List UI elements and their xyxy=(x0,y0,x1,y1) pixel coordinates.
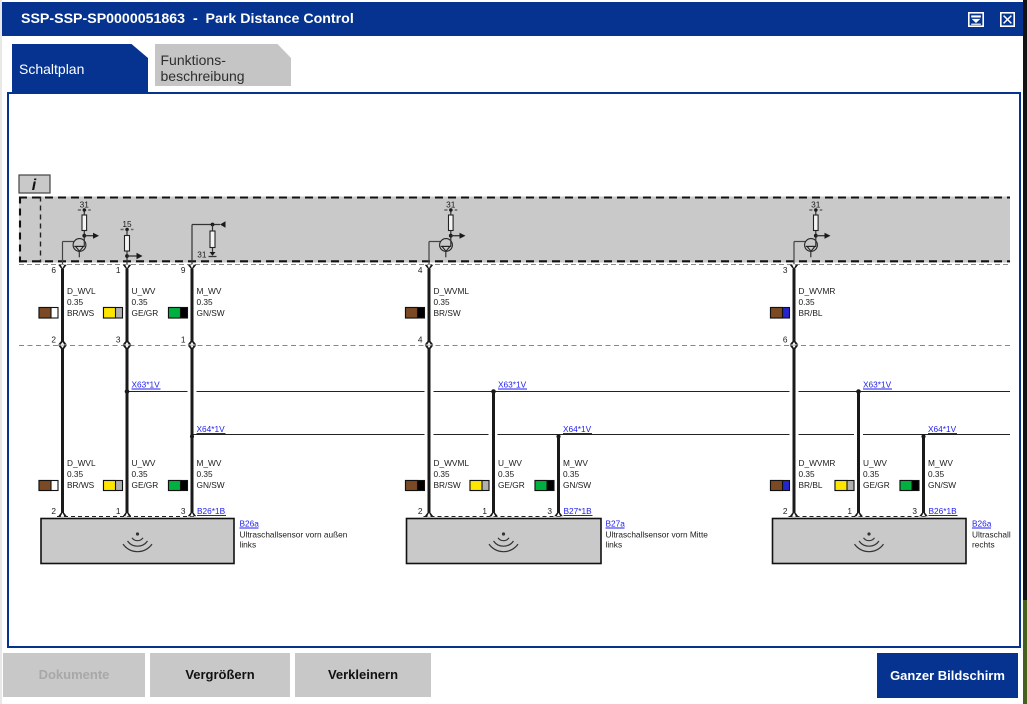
svg-text:2: 2 xyxy=(51,506,56,516)
svg-text:X63*1V: X63*1V xyxy=(498,380,527,390)
svg-text:D_WVMR: D_WVMR xyxy=(799,286,836,296)
svg-text:U_WV: U_WV xyxy=(498,458,522,468)
svg-text:0.35: 0.35 xyxy=(132,297,149,307)
svg-text:0.35: 0.35 xyxy=(863,469,880,479)
svg-text:0.35: 0.35 xyxy=(498,469,515,479)
svg-text:GE/GR: GE/GR xyxy=(132,480,159,490)
svg-text:3: 3 xyxy=(547,506,552,516)
svg-text:X63*1V: X63*1V xyxy=(132,380,161,390)
svg-text:0.35: 0.35 xyxy=(434,469,451,479)
svg-text:15: 15 xyxy=(122,219,132,229)
svg-text:X64*1V: X64*1V xyxy=(197,424,226,434)
svg-text:6: 6 xyxy=(51,265,56,275)
svg-text:D_WVMR: D_WVMR xyxy=(799,458,836,468)
svg-text:Ultraschall: Ultraschall xyxy=(972,530,1011,540)
svg-text:3: 3 xyxy=(116,335,121,345)
svg-text:BR/SW: BR/SW xyxy=(434,480,461,490)
svg-text:D_WVL: D_WVL xyxy=(67,286,96,296)
svg-text:U_WV: U_WV xyxy=(132,286,156,296)
svg-text:X64*1V: X64*1V xyxy=(928,424,957,434)
svg-text:3: 3 xyxy=(912,506,917,516)
svg-text:9: 9 xyxy=(181,265,186,275)
svg-text:B26*1B: B26*1B xyxy=(929,506,958,516)
svg-text:31: 31 xyxy=(811,200,821,210)
svg-text:0.35: 0.35 xyxy=(799,469,816,479)
svg-text:D_WVL: D_WVL xyxy=(67,458,96,468)
svg-text:B26a: B26a xyxy=(240,519,260,529)
svg-text:links: links xyxy=(240,540,257,550)
svg-text:BR/BL: BR/BL xyxy=(799,308,823,318)
svg-text:GN/SW: GN/SW xyxy=(928,480,956,490)
svg-text:0.35: 0.35 xyxy=(67,469,84,479)
svg-text:4: 4 xyxy=(418,265,423,275)
svg-text:Ultraschallsensor vorn außen: Ultraschallsensor vorn außen xyxy=(240,530,348,540)
svg-text:3: 3 xyxy=(181,506,186,516)
svg-text:GE/GR: GE/GR xyxy=(863,480,890,490)
svg-text:links: links xyxy=(606,540,623,550)
svg-text:2: 2 xyxy=(51,335,56,345)
svg-text:0.35: 0.35 xyxy=(67,297,84,307)
svg-text:1: 1 xyxy=(116,265,121,275)
svg-text:0.35: 0.35 xyxy=(197,297,214,307)
svg-text:Ultraschallsensor vorn Mitte: Ultraschallsensor vorn Mitte xyxy=(606,530,709,540)
svg-text:GN/SW: GN/SW xyxy=(563,480,591,490)
svg-text:2: 2 xyxy=(418,506,423,516)
svg-text:1: 1 xyxy=(847,506,852,516)
svg-text:M_WV: M_WV xyxy=(197,458,222,468)
svg-text:X63*1V: X63*1V xyxy=(863,380,892,390)
svg-text:M_WV: M_WV xyxy=(197,286,222,296)
svg-text:B26a: B26a xyxy=(972,519,992,529)
svg-text:D_WVML: D_WVML xyxy=(434,286,470,296)
svg-text:M_WV: M_WV xyxy=(928,458,953,468)
svg-text:BR/BL: BR/BL xyxy=(799,480,823,490)
svg-text:2: 2 xyxy=(783,506,788,516)
svg-text:0.35: 0.35 xyxy=(197,469,214,479)
svg-text:M_WV: M_WV xyxy=(563,458,588,468)
svg-text:GE/GR: GE/GR xyxy=(132,308,159,318)
svg-text:i: i xyxy=(32,177,37,194)
svg-text:BR/WS: BR/WS xyxy=(67,308,95,318)
svg-text:BR/WS: BR/WS xyxy=(67,480,95,490)
svg-text:1: 1 xyxy=(482,506,487,516)
svg-text:0.35: 0.35 xyxy=(434,297,451,307)
svg-text:B27a: B27a xyxy=(606,519,626,529)
svg-text:0.35: 0.35 xyxy=(799,297,816,307)
svg-text:3: 3 xyxy=(783,265,788,275)
svg-text:U_WV: U_WV xyxy=(132,458,156,468)
svg-text:31: 31 xyxy=(446,200,456,210)
svg-text:31: 31 xyxy=(197,250,207,260)
svg-text:0.35: 0.35 xyxy=(563,469,580,479)
svg-text:1: 1 xyxy=(181,335,186,345)
svg-text:GE/GR: GE/GR xyxy=(498,480,525,490)
svg-text:0.35: 0.35 xyxy=(132,469,149,479)
svg-text:31: 31 xyxy=(80,200,90,210)
svg-text:B27*1B: B27*1B xyxy=(564,506,593,516)
svg-text:GN/SW: GN/SW xyxy=(197,308,225,318)
svg-text:4: 4 xyxy=(418,335,423,345)
svg-text:rechts: rechts xyxy=(972,540,995,550)
svg-text:0.35: 0.35 xyxy=(928,469,945,479)
svg-text:GN/SW: GN/SW xyxy=(197,480,225,490)
svg-text:U_WV: U_WV xyxy=(863,458,887,468)
svg-text:X64*1V: X64*1V xyxy=(563,424,592,434)
svg-text:6: 6 xyxy=(783,335,788,345)
svg-text:1: 1 xyxy=(116,506,121,516)
svg-text:D_WVML: D_WVML xyxy=(434,458,470,468)
svg-text:B26*1B: B26*1B xyxy=(197,506,226,516)
svg-text:BR/SW: BR/SW xyxy=(434,308,461,318)
